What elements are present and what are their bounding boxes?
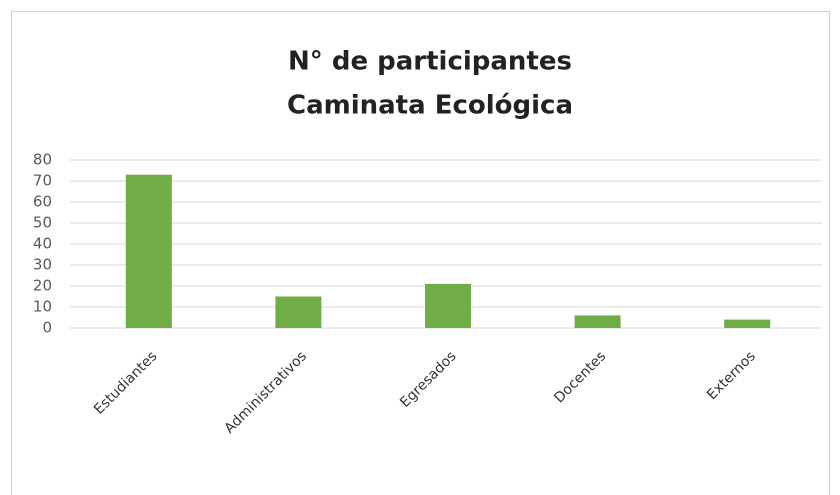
bar <box>574 315 621 328</box>
y-tick-label: 10 <box>33 298 52 316</box>
bar <box>425 283 471 328</box>
y-tick-label: 60 <box>33 193 52 211</box>
y-tick-label: 20 <box>33 277 52 295</box>
y-tick-label: 80 <box>33 151 52 169</box>
chart-title: Caminata Ecológica <box>287 91 573 121</box>
bar <box>125 174 172 328</box>
bar <box>724 319 771 328</box>
y-tick-label: 30 <box>33 256 52 274</box>
y-tick-label: 40 <box>33 235 52 253</box>
y-tick-label: 70 <box>33 172 52 190</box>
chart-title: N° de participantes <box>288 47 572 77</box>
y-tick-label: 0 <box>42 319 52 337</box>
y-tick-label: 50 <box>33 214 52 232</box>
bar <box>275 296 322 328</box>
